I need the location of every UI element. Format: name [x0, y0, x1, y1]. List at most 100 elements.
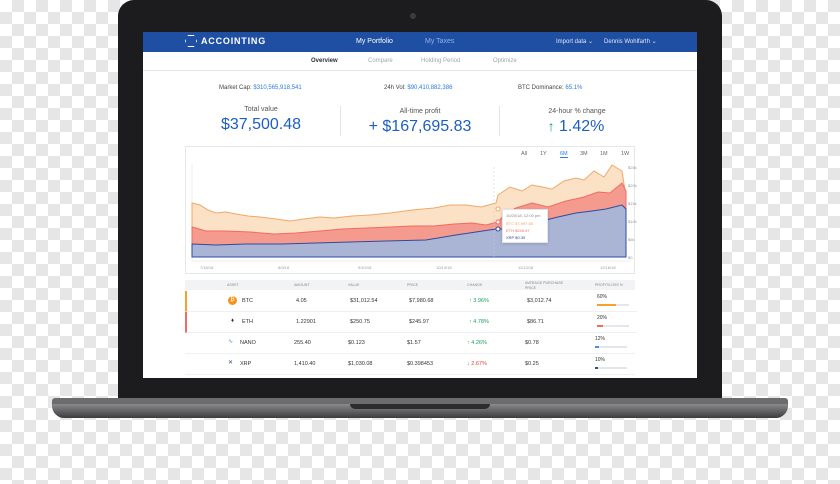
price: $7,980.68: [409, 298, 434, 304]
x-tick-label: 8/9/18: [278, 265, 290, 270]
y-tick-label: $5k: [628, 237, 635, 242]
app-screen: ACCOINTING My Portfolio My Taxes Import …: [143, 32, 697, 378]
volume-value: $90,410,882,386: [407, 85, 453, 91]
profit-bar-fill: [595, 367, 599, 369]
change-value: 4.78%: [473, 319, 489, 325]
subtab-optimize[interactable]: Optimize: [493, 58, 517, 64]
table-row[interactable]: ✕ XRP 1,410.40 $1,030.08 $0.398453 ↓ 2.6…: [185, 354, 635, 375]
btc-point: [495, 206, 501, 212]
range-1m[interactable]: 1M: [600, 151, 608, 157]
market-cap-value: $310,565,918,541: [253, 85, 302, 91]
x-tick-label: 7/18/18: [200, 265, 214, 270]
table-row[interactable]: ₿ BTC 4.05 $31,012.54 $7,980.68 ↑ 3.96% …: [185, 291, 637, 312]
btc-dominance-label: BTC Dominance:: [518, 85, 564, 91]
change-value: 2.67%: [471, 361, 487, 367]
xrp-point: [495, 226, 501, 232]
y-tick-label: $20k: [628, 183, 637, 188]
col-amount[interactable]: AMOUNT: [294, 283, 310, 287]
change: ↓ 2.67%: [467, 361, 487, 367]
change: ↑ 4.26%: [467, 340, 487, 346]
y-tick-label: $25k: [628, 165, 637, 170]
range-1y[interactable]: 1Y: [540, 151, 547, 157]
col-avg-price[interactable]: AVERAGE PURCHASE PRICE: [525, 281, 564, 290]
market-cap: Market Cap: $310,565,918,541: [219, 85, 302, 91]
subtab-overview[interactable]: Overview: [311, 58, 338, 64]
change: ↑ 4.78%: [469, 319, 489, 325]
profit-bar-fill: [597, 325, 604, 327]
area-chart: [191, 164, 631, 262]
profit-bar: [595, 346, 627, 348]
avg-price: $0.78: [525, 340, 539, 346]
profit-bar: [595, 367, 627, 369]
price: $0.398453: [407, 361, 433, 367]
change-24h-text: 1.42%: [559, 118, 605, 135]
brand-name: ACCOINTING: [201, 36, 266, 46]
top-navbar: ACCOINTING My Portfolio My Taxes Import …: [143, 32, 697, 52]
bitcoin-icon: ₿: [228, 296, 237, 305]
subtab-holding-period[interactable]: Holding Period: [421, 58, 461, 64]
col-price[interactable]: PRICE: [407, 283, 418, 287]
change-24h-label: 24-hour % change: [548, 108, 606, 115]
col-change[interactable]: CHANGE: [467, 283, 483, 287]
avg-price: $86.71: [527, 319, 544, 325]
avg-price: $0.25: [525, 361, 539, 367]
asset-name: XRP: [240, 361, 252, 367]
user-name: Dennis Wohlfarth: [604, 39, 650, 45]
x-tick-label: 9/10/18: [358, 265, 372, 270]
profit-loss: 60%: [597, 294, 608, 300]
value: $250.75: [350, 319, 370, 325]
change: ↑ 3.96%: [469, 298, 489, 304]
x-tick-label: 11/13/18: [518, 265, 534, 270]
change-value: 4.26%: [471, 340, 487, 346]
volume-label: 24h Vol:: [384, 85, 406, 91]
arrow-up-icon: ↑: [547, 118, 555, 134]
laptop-base: [52, 404, 788, 418]
amount: 255.40: [294, 340, 311, 346]
table-row[interactable]: ♦ ETH 1.22901 $250.75 $245.97 ↑ 4.78% $8…: [185, 312, 637, 333]
brand-logo[interactable]: ACCOINTING: [185, 35, 266, 47]
range-1w[interactable]: 1W: [621, 151, 630, 157]
col-value[interactable]: VALUE: [348, 283, 360, 287]
y-tick-label: $10k: [628, 219, 637, 224]
user-menu[interactable]: Dennis Wohlfarth ⌄: [604, 38, 657, 45]
camera-icon: [410, 13, 416, 19]
hexagon-logo-icon: [185, 35, 197, 47]
btc-dominance-value: 65.1%: [565, 85, 583, 91]
sub-navbar: Overview Compare Holding Period Optimize: [143, 52, 697, 71]
chevron-down-icon: ⌄: [588, 39, 594, 45]
market-cap-label: Market Cap:: [219, 85, 252, 91]
profit-bar: [597, 304, 629, 306]
asset-name: NANO: [240, 340, 256, 346]
volume-24h: 24h Vol: $90,410,882,386: [384, 85, 452, 91]
table-header: ASSET AMOUNT VALUE PRICE CHANGE AVERAGE …: [185, 280, 635, 290]
profit-loss: 10%: [595, 357, 606, 363]
range-3m[interactable]: 3M: [580, 151, 588, 157]
y-tick-label: $15k: [628, 201, 637, 206]
col-asset[interactable]: ASSET: [227, 283, 239, 287]
value: $1,030.08: [348, 361, 373, 367]
x-tick-label: 10/13/18: [436, 265, 452, 270]
tab-my-taxes[interactable]: My Taxes: [425, 38, 455, 45]
profit-bar-fill: [597, 304, 617, 306]
subtab-compare[interactable]: Compare: [368, 58, 393, 64]
avg-price: $3,012.74: [527, 298, 552, 304]
value: $0.123: [348, 340, 365, 346]
import-data-label: Import data: [556, 39, 587, 45]
amount: 1.22901: [296, 319, 316, 325]
laptop-notch: [350, 404, 490, 409]
btc-dominance: BTC Dominance: 65.1%: [518, 85, 582, 91]
table-row[interactable]: ∿ NANO 255.40 $0.123 $1.57 ↑ 4.26% $0.78…: [185, 333, 635, 354]
nano-icon: ∿: [226, 338, 235, 347]
chart-tooltip: 10/20/18, 12:00 pm BTC $7,997.68 ETH $24…: [502, 209, 548, 243]
range-6m[interactable]: 6M: [560, 151, 568, 158]
range-all[interactable]: All: [521, 151, 528, 157]
chevron-down-icon: ⌄: [651, 39, 657, 45]
tab-my-portfolio[interactable]: My Portfolio: [356, 38, 393, 45]
import-data-menu[interactable]: Import data ⌄: [556, 38, 593, 45]
tooltip-eth: ETH $245.97: [506, 228, 530, 233]
col-profit-loss[interactable]: PROFIT/LOSS %: [595, 283, 623, 287]
profit-bar: [597, 325, 629, 327]
divider: [340, 106, 341, 136]
profit-loss: 20%: [597, 315, 608, 321]
all-time-profit-text: + $167,695.83: [368, 118, 472, 135]
